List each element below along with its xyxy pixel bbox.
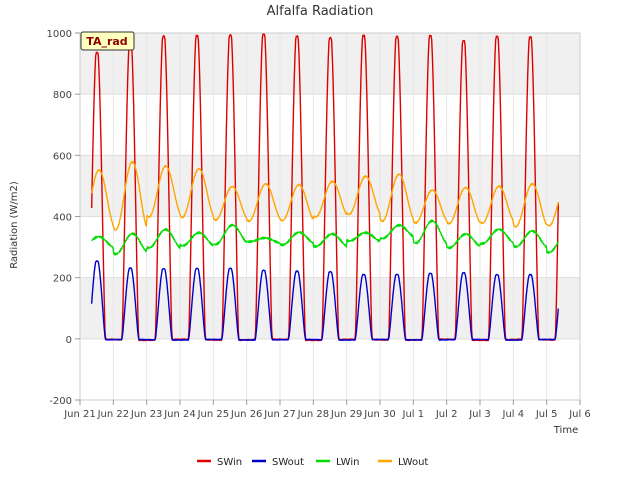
legend-label-swin: SWin	[217, 457, 242, 468]
annotation-label: TA_rad	[86, 35, 127, 48]
x-tick-label: Jul 3	[468, 409, 491, 420]
x-tick-label: Jun 28	[297, 409, 330, 420]
x-tick-label: Jun 29	[330, 409, 363, 420]
series-line-lwin	[91, 219, 559, 256]
y-tick-label: 600	[53, 151, 72, 162]
y-tick-label: 0	[66, 335, 72, 346]
x-tick-label: Jun 26	[230, 409, 263, 420]
legend-label-lwout: LWout	[398, 457, 428, 468]
y-tick-label: -200	[49, 396, 72, 407]
series-lines	[90, 33, 560, 342]
plot-band	[80, 155, 580, 217]
x-tick-label: Jun 21	[63, 409, 96, 420]
series-line-lwout	[90, 160, 560, 231]
x-tick-label: Jul 2	[435, 409, 458, 420]
x-tick-label: Jun 25	[197, 409, 230, 420]
legend: SWin SWout LWin LWout	[197, 457, 428, 468]
x-axis-ticks: Jun 21 Jun 22 Jun 23 Jun 24 Jun 25 Jun 26 Jun …	[63, 400, 591, 420]
x-tick-label: Jun 23	[130, 409, 163, 420]
y-tick-label: 200	[53, 274, 72, 285]
x-tick-label: Jul 1	[402, 409, 425, 420]
x-tick-label: Jun 30	[363, 409, 396, 420]
y-tick-label: 1000	[47, 29, 72, 40]
x-tick-label: Jul 4	[502, 409, 525, 420]
legend-label-swout: SWout	[272, 457, 304, 468]
plot-band	[80, 33, 580, 95]
annotation-badge: TA_rad	[80, 31, 135, 51]
chart-title: Alfalfa Radiation	[267, 4, 374, 19]
x-tick-label: Jul 6	[568, 409, 591, 420]
series-line-swout	[90, 260, 560, 342]
legend-label-lwin: LWin	[336, 457, 359, 468]
x-tick-label: Jul 5	[535, 409, 558, 420]
x-tick-label: Jun 22	[97, 409, 130, 420]
y-axis-label: Radiation (W/m2)	[9, 181, 20, 269]
y-axis-ticks: -200 0 200 400 600 800 1000	[47, 29, 80, 407]
y-tick-label: 400	[53, 213, 72, 224]
x-tick-label: Jun 27	[263, 409, 296, 420]
x-axis-label: Time	[553, 425, 578, 436]
plot-band	[80, 277, 580, 339]
x-tick-label: Jun 24	[163, 409, 196, 420]
y-tick-label: 800	[53, 90, 72, 101]
